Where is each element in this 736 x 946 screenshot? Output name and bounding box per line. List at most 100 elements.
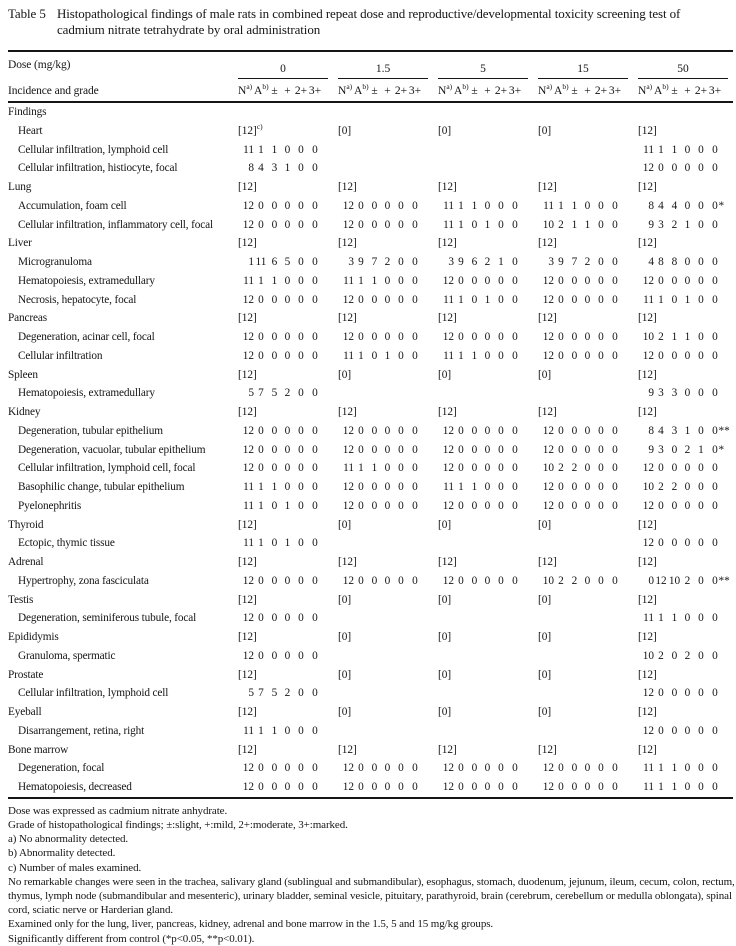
grade-cell: 0 [712,331,718,343]
grade-cell: 0 [284,218,291,231]
grade-cell: 2 [284,687,291,700]
grade-cell: 0 [498,443,504,456]
grade-cell: 1 [271,724,278,737]
grade-cell-group: 12 0 0 0 0 0 [438,572,528,591]
grade-cell: 0 [498,499,504,512]
finding-label: Hematopoiesis, extramedullary [18,274,155,287]
grade-cell: 8 [648,424,654,437]
grade-cell: 0 [271,218,278,231]
grade-header-3: + [584,85,591,97]
grade-cell: 0 [658,349,664,362]
grade-cell: 4 [671,199,678,212]
grade-cell: 12 [542,481,554,493]
grade-cell: 12 [642,499,654,512]
grade-cell: 1 [658,293,664,306]
examined-count-cell: [0] [438,368,452,381]
grade-cell: 0 [358,199,364,212]
grade-header-0: Na) [538,82,553,97]
grade-cell: 0 [258,443,264,456]
grade-cell: 0 [658,687,664,700]
grade-cell: 0 [698,462,704,475]
grade-cell: 0 [312,218,318,231]
grade-cell: 0 [658,162,664,175]
grade-cell: 0 [698,331,704,343]
grade-cell: 6 [271,256,278,268]
grade-cell: 12 [542,781,554,793]
grade-cell: 1 [671,781,678,793]
footnote-line: c) Number of males examined. [8,861,142,874]
grade-cell: 1 [284,162,291,175]
examined-count-cell: [12] [438,406,457,418]
grade-cell: 0 [512,274,518,287]
organ-label: Epididymis [8,631,59,643]
grade-cell: 0 [298,443,304,456]
grade-cell: 11 [243,499,254,512]
examined-count-cell: [12] [638,518,657,531]
footnote-line: Significantly different from control (*p… [8,932,255,945]
finding-label: Degeneration, tubular epithelium [18,424,163,437]
table-number: Table 5 [8,6,46,21]
organ-row: Bone marrow [12] [12] [12] [12] [12] [8,741,733,760]
examined-count-cell: [12] [338,556,357,568]
grade-cell: 3 [271,162,278,175]
examined-count-cell: [12] [638,706,657,718]
organ-label: Thyroid [8,518,44,531]
grade-cell: 0 [512,349,518,362]
grade-cell: 0 [258,781,264,793]
grade-cell: 0 [684,781,691,793]
grade-cell: 0 [698,499,704,512]
grade-cell: 0 [712,687,718,700]
grade-cell: 0 [612,462,618,475]
grade-cell: 0 [698,762,704,775]
grade-cell: 0 [412,499,418,512]
examined-count-cell: [12] [238,237,257,250]
examined-count-cell: [12] [638,406,657,418]
organ-row: Lung [12] [12] [12] [12] [12] [8,178,733,197]
grade-cell: 1 [458,293,464,306]
grade-cell: 12 [242,424,254,437]
finding-row: Cellular infiltration, inflammatory cell… [8,216,733,235]
empty-cell-group [338,684,428,703]
examined-count-cell: [12] [638,237,657,250]
grade-cell: 0 [512,293,518,306]
grade-cell: 0 [298,574,304,587]
grade-cell: 1 [484,218,491,231]
grade-cell: 0 [612,424,618,437]
grade-cell: 0 [558,481,564,493]
footnote-line: Examined only for the lung, liver, pancr… [8,918,494,931]
grade-cell: 12 [242,218,254,231]
grade-cell-group: 0 12 10 2 0 0 ** [638,572,729,591]
finding-row: Cellular infiltration 12 0 0 0 0 0 11 1 0 1 0 0 11 1 1 0… [8,347,733,366]
grade-cell: 1 [458,218,464,231]
examined-count-cell: [12] [338,743,357,756]
grade-cell: 0 [298,762,304,775]
finding-label: Degeneration, acinar cell, focal [18,331,155,343]
grade-cell: 0 [558,274,564,287]
footnote-line: No remarkable changes were seen in the t… [8,875,735,917]
grade-col-headers: Na) Ab) ± +2+ 3+ [438,81,528,101]
grade-cell: 0 [658,724,664,737]
grade-cell: 12 [442,499,454,512]
grade-cell: 1 [371,274,378,287]
grade-cell: 0 [398,762,404,775]
grade-cell: 0 [298,218,304,231]
grade-cell: 0 [648,574,654,587]
examined-count-cell: [12] [638,124,657,137]
grade-cell: 0 [471,781,478,793]
empty-cell-group [438,159,528,178]
grade-cell: 2 [558,218,564,231]
dose-col-header: 15 [538,52,628,79]
grade-cell: 2 [384,256,391,268]
grade-cell: 0 [284,462,291,475]
grade-cell: 0 [612,293,618,306]
finding-row: Cellular infiltration, lymphoid cell 5 7 5 2… [8,684,733,703]
grade-cell: 0 [612,218,618,231]
grade-cell: 0 [312,424,318,437]
grade-cell: 0 [358,481,364,493]
grade-cell: 0 [312,293,318,306]
section-label: Findings [8,106,47,118]
grade-cell: 0 [712,387,718,400]
grade-cell-group: 12 0 0 0 0 0 [438,272,528,291]
grade-cell: 0 [584,274,591,287]
